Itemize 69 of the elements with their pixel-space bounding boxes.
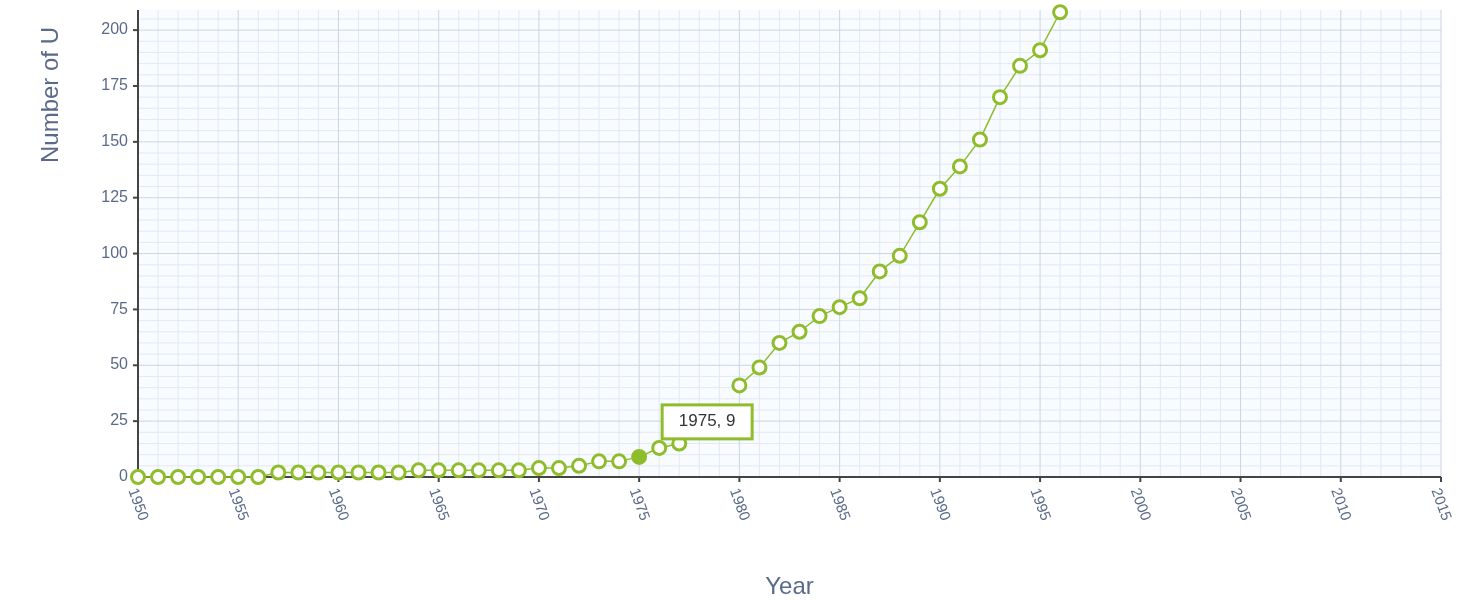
x-tick-label: 1970	[526, 485, 554, 523]
y-tick-label: 150	[101, 132, 129, 150]
point	[350, 464, 367, 481]
y-axis-title: Number of U	[36, 26, 63, 164]
y-tick-label: 125	[101, 187, 129, 205]
point	[611, 453, 628, 470]
point	[130, 469, 146, 485]
point	[571, 457, 588, 474]
y-tick-label: 25	[110, 411, 129, 429]
point	[731, 377, 748, 394]
x-tick-label: 1975	[626, 485, 654, 523]
x-tick-label: 2005	[1227, 485, 1256, 523]
point	[911, 214, 928, 231]
y-tick-label: 50	[110, 355, 129, 373]
x-tick-label: 1980	[726, 485, 755, 523]
y-tick-label: 100	[101, 243, 129, 261]
point	[230, 469, 247, 485]
y-tick-label: 175	[101, 76, 129, 94]
annotation: 1975, 9	[678, 411, 736, 431]
point	[951, 158, 968, 175]
point	[370, 464, 387, 481]
point	[470, 462, 487, 479]
point	[791, 323, 808, 340]
point	[450, 462, 467, 479]
x-tick-label: 1985	[827, 485, 855, 523]
point	[931, 180, 948, 197]
point	[430, 462, 447, 479]
point	[190, 469, 207, 485]
point	[210, 469, 227, 485]
point	[851, 290, 868, 307]
point	[891, 247, 908, 264]
x-tick-label: 1950	[125, 485, 153, 523]
point	[971, 131, 988, 148]
x-axis-title: Year	[765, 572, 814, 599]
point	[270, 464, 287, 481]
point	[811, 308, 828, 325]
point	[1012, 57, 1029, 74]
point	[831, 299, 848, 316]
point	[390, 464, 407, 481]
point	[550, 460, 567, 477]
y-tick-label: 200	[101, 20, 129, 38]
point	[170, 469, 187, 485]
point	[651, 439, 668, 456]
point	[490, 462, 507, 479]
y-tick-label: 0	[119, 467, 129, 485]
x-tick-label: 1965	[426, 485, 454, 523]
point	[1032, 42, 1049, 59]
point	[410, 462, 427, 479]
x-tick-label: 1955	[225, 485, 254, 523]
point	[150, 469, 167, 485]
x-tick-label: 1960	[325, 485, 354, 523]
x-tick-label: 1990	[927, 485, 955, 523]
point	[330, 464, 347, 481]
x-tick-label: 2010	[1328, 485, 1356, 523]
point	[250, 469, 267, 485]
point	[991, 89, 1008, 106]
x-tick-label: 2015	[1428, 485, 1456, 523]
x-tick-label: 2000	[1127, 485, 1156, 523]
point	[771, 334, 788, 351]
point	[751, 359, 768, 376]
point	[510, 462, 527, 479]
point	[290, 464, 307, 481]
point	[310, 464, 327, 481]
point	[1052, 4, 1069, 21]
point	[530, 460, 547, 477]
point	[871, 263, 888, 280]
point	[591, 453, 608, 470]
y-tick-label: 75	[110, 299, 129, 317]
x-tick-label: 1995	[1027, 485, 1055, 523]
